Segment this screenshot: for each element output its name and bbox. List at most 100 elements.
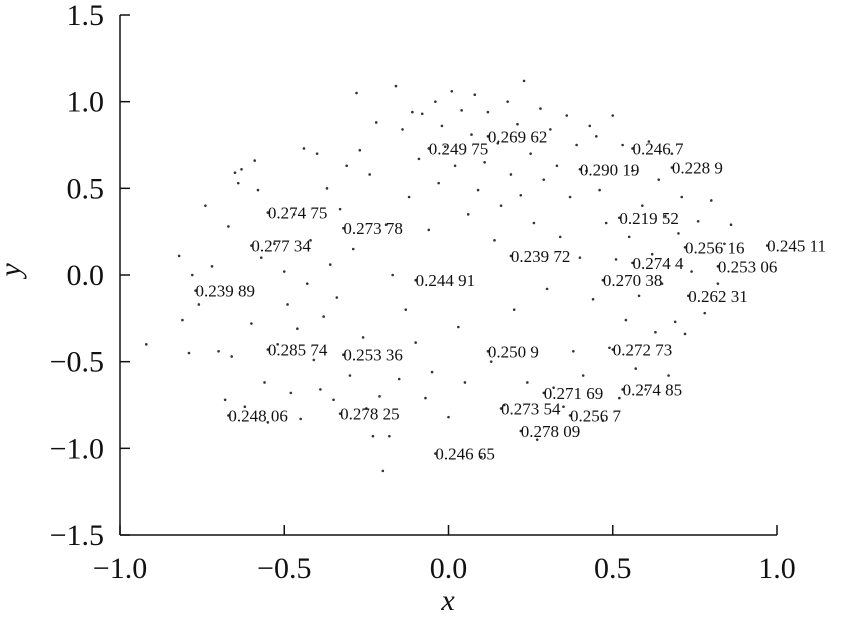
labeled-point (266, 211, 270, 214)
scatter-point (532, 221, 536, 225)
scatter-point (466, 213, 470, 216)
scatter-point (470, 133, 473, 136)
scatter-point (601, 419, 605, 422)
scatter-point (516, 122, 519, 126)
scatter-point (608, 346, 611, 350)
scatter-point (427, 228, 431, 232)
scatter-point (259, 256, 263, 259)
scatter-point (463, 381, 467, 384)
labeled-point (618, 216, 621, 220)
scatter-point (522, 79, 526, 83)
scatter-point (361, 336, 365, 339)
scatter-point (667, 374, 670, 377)
scatter-point (299, 417, 302, 421)
scatter-point (657, 178, 661, 181)
scatter-point (486, 110, 490, 114)
scatter-point (575, 143, 578, 147)
scatter-point (647, 140, 651, 143)
labeled-point (427, 147, 431, 150)
scatter-point (673, 320, 677, 324)
scatter-point (565, 114, 569, 117)
x-tick-label: 1.0 (758, 552, 796, 585)
labeled-point (568, 414, 572, 417)
scatter-point (144, 343, 148, 346)
labeled-point (486, 349, 490, 353)
labeled-point (266, 348, 270, 351)
scatter-point (716, 282, 720, 285)
labeled-point (414, 278, 417, 282)
scatter-point (233, 171, 237, 175)
scatter-point (483, 161, 486, 164)
scatter-point (289, 391, 293, 395)
scatter-point (660, 282, 664, 285)
scatter-point (256, 188, 260, 192)
scatter-point (526, 381, 529, 384)
scatter-point (539, 107, 542, 110)
data-labels: 0.269 620.249 75 0.246 7 0.290 19 0.228 9 0.… (194, 127, 826, 464)
scatter-point (335, 296, 339, 299)
scatter-point (453, 164, 457, 168)
ticks: −1.0 −0.5 0.0 0.5 1.01.51.00.50.0−0.5−1.0−1.… (50, 0, 796, 585)
data-label: 0.274 85 (623, 380, 683, 399)
scatter-point (690, 270, 693, 273)
labeled-point (227, 414, 230, 417)
scatter-point (378, 395, 381, 398)
scatter-point (282, 270, 286, 273)
scatter-point (604, 221, 608, 225)
labeled-point (194, 289, 197, 292)
scatter-point (637, 294, 641, 298)
scatter-point (631, 169, 634, 173)
data-label: 0.246 65 (435, 445, 495, 464)
labeled-point (631, 261, 634, 265)
data-label: 0.246 7 (632, 139, 684, 158)
scatter-point (650, 252, 654, 256)
labeled-point (687, 294, 690, 298)
data-label: 0.277 34 (251, 237, 311, 256)
x-tick-label: −0.5 (257, 552, 311, 585)
data-label: 0.250 9 (488, 342, 539, 361)
scatter-point (545, 287, 549, 291)
data-label: 0.273 78 (343, 219, 403, 238)
scatter-point (227, 225, 230, 228)
scatter-point (558, 235, 562, 239)
scatter-point (332, 398, 335, 402)
data-label: 0.274 75 (268, 204, 328, 223)
scatter-point (240, 167, 243, 171)
scatter-point (644, 388, 647, 391)
labeled-point (670, 166, 674, 169)
scatter-point (542, 178, 546, 181)
scatter-point (187, 351, 191, 355)
scatter-point (338, 207, 342, 211)
scatter-point (243, 405, 247, 409)
scatter-point (322, 315, 325, 318)
x-axis-title: x (440, 584, 455, 617)
scatter-point (414, 341, 417, 344)
scatter-point (325, 187, 329, 190)
data-label: 0.239 89 (196, 282, 256, 301)
labeled-point (342, 353, 345, 357)
scatter-point (197, 303, 201, 306)
scatter-point (519, 193, 523, 197)
scatter-point (296, 327, 299, 331)
labeled-point (716, 265, 720, 268)
scatter-point (670, 152, 674, 155)
y-tick-label: 0.0 (67, 259, 105, 292)
scatter-point (496, 141, 500, 145)
scatter-point (529, 152, 532, 155)
scatter-point (315, 152, 319, 155)
labeled-point (509, 254, 513, 258)
labeled-point (683, 245, 687, 249)
scatter-point (230, 355, 233, 358)
data-label: 0.270 38 (603, 271, 663, 290)
labeled-point (765, 244, 769, 247)
scatter-point (624, 318, 628, 322)
labeled-point (250, 244, 253, 247)
scatter-point (562, 405, 565, 409)
scatter-point (401, 128, 404, 131)
scatter-point (394, 84, 398, 88)
scatter-point (614, 258, 618, 261)
labeled-point (338, 412, 342, 415)
labeled-point (631, 147, 634, 150)
scatter-point (447, 415, 450, 419)
points-layer (144, 79, 733, 473)
